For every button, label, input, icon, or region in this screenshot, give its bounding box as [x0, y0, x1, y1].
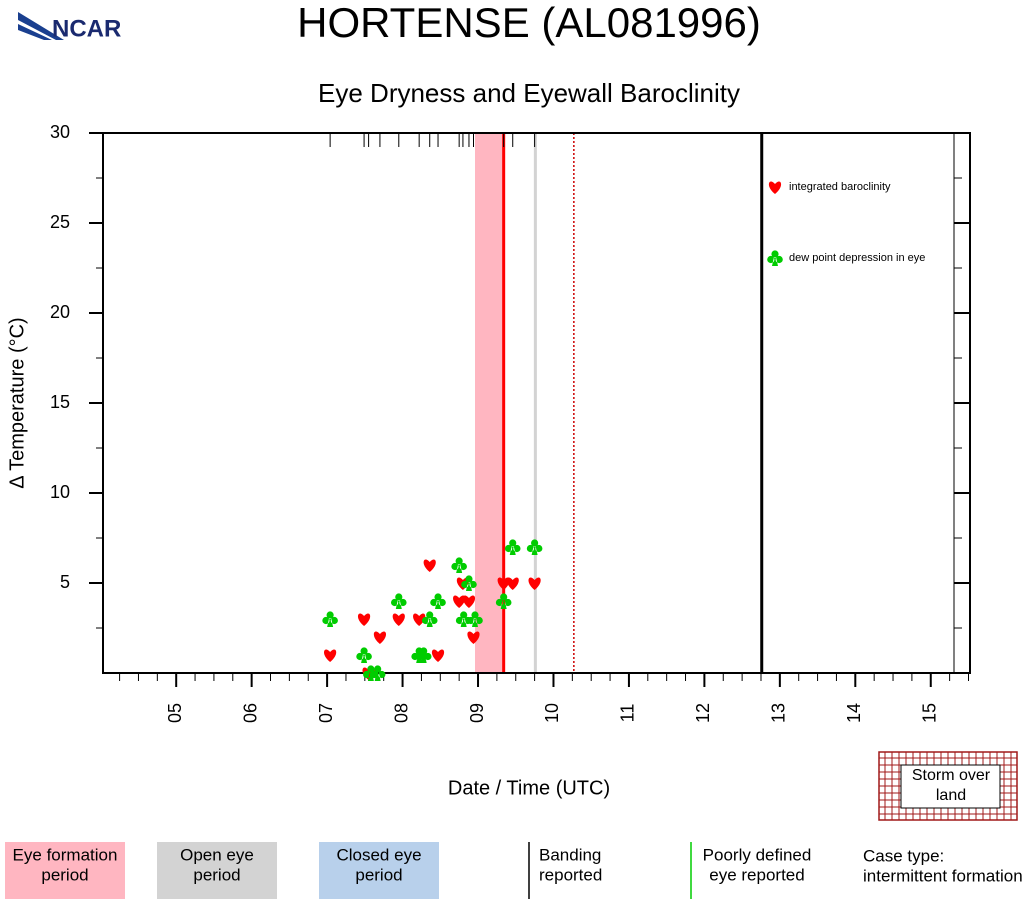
- heart-marker: [431, 649, 445, 662]
- chart-title: HORTENSE (AL081996): [297, 0, 761, 46]
- legend-marker: [768, 181, 782, 194]
- x-tick-label: 12: [693, 703, 713, 723]
- eye-formation-period: [475, 133, 504, 673]
- x-tick-label: 07: [316, 703, 336, 723]
- key-label: period: [355, 865, 402, 884]
- heart-marker: [462, 595, 476, 608]
- key-label: Poorly defined: [703, 845, 812, 864]
- club-marker: [467, 611, 483, 627]
- heart-marker: [453, 595, 466, 608]
- key-label: Closed eye: [336, 845, 421, 864]
- y-tick-label: 25: [50, 212, 70, 232]
- key-swatch: [157, 842, 277, 899]
- key-label: Case type:: [863, 846, 944, 865]
- key-swatch: [5, 842, 125, 899]
- logo-mark: [18, 12, 64, 40]
- key-label: Eye formation: [13, 845, 118, 864]
- heart-marker: [528, 577, 541, 590]
- heart-marker: [467, 631, 480, 644]
- logo: NCAR: [52, 15, 121, 42]
- key-label: Storm over: [912, 767, 991, 784]
- x-tick-label: 14: [844, 703, 864, 723]
- club-marker: [356, 647, 372, 663]
- x-tick-label: 15: [920, 703, 940, 723]
- heart-marker: [373, 631, 387, 644]
- x-tick-label: 13: [769, 703, 789, 723]
- heart-marker: [506, 577, 519, 590]
- club-marker: [504, 539, 521, 555]
- key-label: reported: [539, 865, 602, 884]
- heart-marker: [413, 613, 426, 626]
- y-tick-label: 30: [50, 122, 70, 142]
- heart-marker: [357, 613, 371, 626]
- club-marker: [495, 593, 512, 609]
- key-label: intermittent formation: [863, 866, 1023, 885]
- key-swatch: [319, 842, 439, 899]
- club-marker: [451, 557, 467, 573]
- y-tick-label: 5: [60, 572, 70, 592]
- x-axis-label: Date / Time (UTC): [448, 777, 610, 799]
- x-tick-label: 10: [542, 703, 562, 723]
- x-tick-label: 05: [165, 703, 185, 723]
- y-axis-label: Δ Temperature (°C): [6, 317, 28, 488]
- land-label-box: [900, 764, 1001, 809]
- legend-label: dew point depression in eye: [789, 252, 925, 264]
- x-tick-label: 08: [391, 703, 411, 723]
- heart-marker: [392, 613, 405, 626]
- chart-subtitle: Eye Dryness and Eyewall Baroclinity: [318, 78, 740, 108]
- club-marker: [322, 611, 338, 627]
- y-tick-label: 10: [50, 482, 70, 502]
- club-marker: [421, 611, 438, 627]
- key-label: land: [936, 787, 966, 804]
- key-label: Banding: [539, 845, 601, 864]
- club-marker: [526, 539, 543, 555]
- club-marker: [390, 593, 407, 609]
- x-tick-label: 09: [467, 703, 487, 723]
- heart-marker: [423, 559, 436, 572]
- club-marker: [430, 593, 446, 609]
- club-marker: [455, 611, 472, 627]
- x-tick-label: 06: [240, 703, 260, 723]
- club-marker: [415, 647, 432, 663]
- key-label: eye reported: [709, 865, 804, 884]
- club-marker: [461, 575, 477, 591]
- key-label: period: [193, 865, 240, 884]
- legend-marker: [767, 250, 783, 266]
- x-tick-label: 11: [618, 704, 638, 723]
- key-label: Open eye: [180, 845, 254, 864]
- club-marker: [369, 665, 386, 681]
- y-tick-label: 20: [50, 302, 70, 322]
- legend-label: integrated baroclinity: [789, 181, 891, 193]
- heart-marker: [324, 649, 337, 662]
- y-tick-label: 15: [50, 392, 70, 412]
- key-label: period: [41, 865, 88, 884]
